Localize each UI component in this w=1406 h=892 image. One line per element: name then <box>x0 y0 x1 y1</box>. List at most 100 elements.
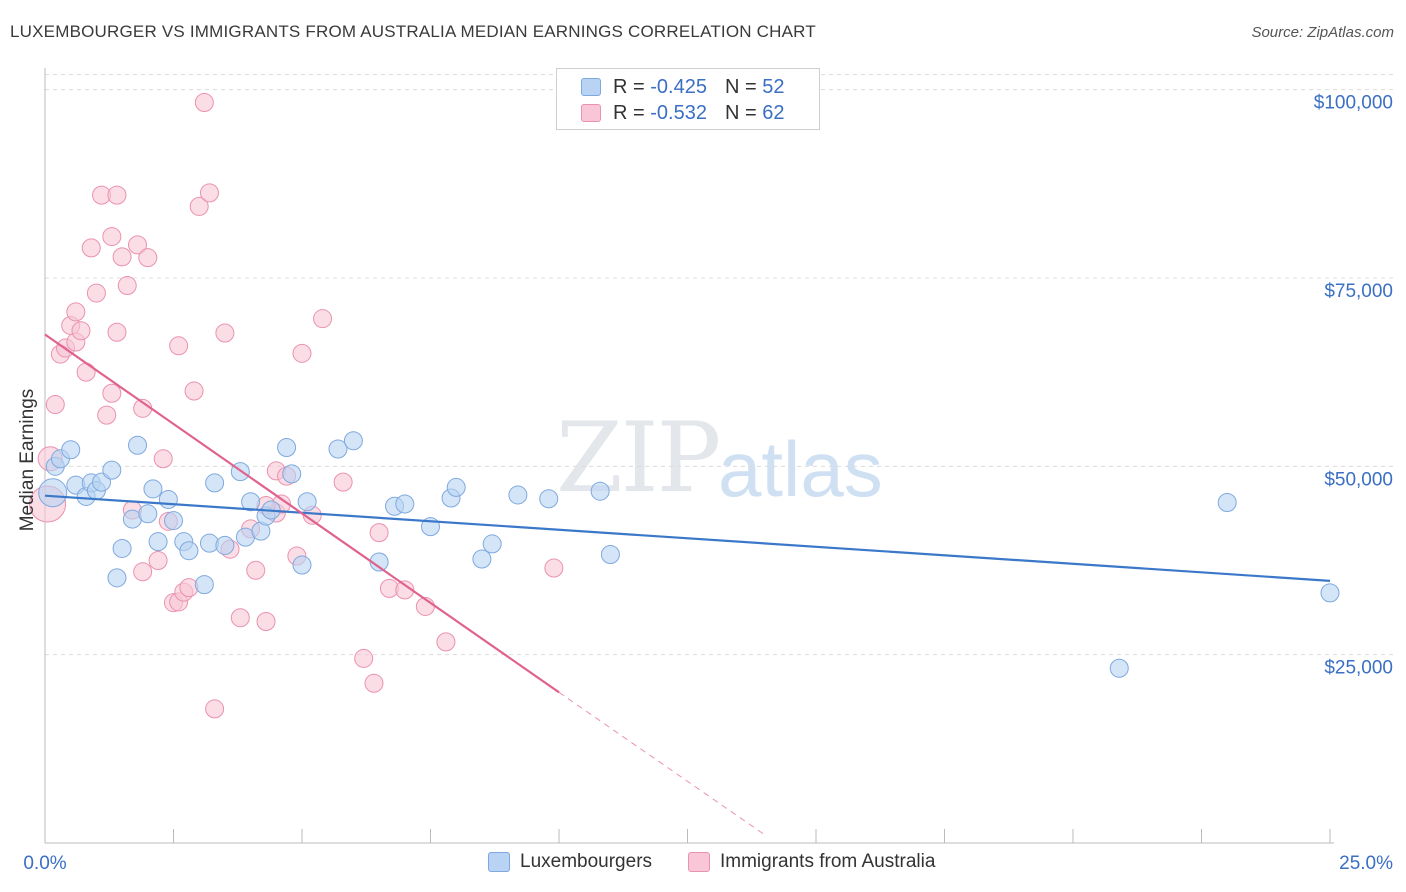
australia-point <box>205 699 225 719</box>
australia-point <box>148 551 168 570</box>
legend-n-value: 62 <box>762 101 785 124</box>
y-axis-title: Median Earnings <box>17 389 38 532</box>
luxembourger-point <box>241 492 261 512</box>
chart-title: LUXEMBOURGER VS IMMIGRANTS FROM AUSTRALI… <box>10 22 816 41</box>
legend-swatch-blue <box>581 78 601 96</box>
luxembourger-point <box>102 460 122 480</box>
australia-point <box>179 578 199 598</box>
luxembourger-point <box>446 477 466 497</box>
luxembourger-point <box>158 489 178 509</box>
australia-point <box>107 322 127 342</box>
bottom-legend-swatch-pink <box>688 852 710 872</box>
australia-point <box>133 562 153 582</box>
luxembourger-point <box>164 511 183 531</box>
luxembourger-point <box>590 481 610 501</box>
luxembourger-point <box>600 544 620 564</box>
australia-point <box>292 343 312 363</box>
australia-point <box>436 632 456 652</box>
y-tick-label: $25,000 <box>1324 658 1393 679</box>
australia-point <box>97 405 117 425</box>
australia-trend-line <box>44 333 560 694</box>
luxembourger-point <box>215 535 235 555</box>
axes <box>44 68 1334 844</box>
y-tick-label: $75,000 <box>1324 281 1393 302</box>
luxembourger-point <box>297 492 317 512</box>
australia-point <box>194 92 214 112</box>
australia-point <box>199 183 219 203</box>
legend-n-value: 52 <box>762 75 785 98</box>
legend-r-value: -0.532 <box>650 101 707 124</box>
australia-point <box>246 560 266 580</box>
australia-point <box>71 321 91 341</box>
australia-point <box>256 612 276 632</box>
legend-r-value: -0.425 <box>650 75 707 98</box>
luxembourger-point <box>205 473 225 493</box>
legend-row-luxembourgers: R = -0.425 N = 52 <box>581 74 784 100</box>
luxembourger-point <box>128 435 148 455</box>
luxembourger-point <box>482 534 502 554</box>
bottom-legend-label: Luxembourgers <box>520 851 653 872</box>
australia-point <box>215 323 235 343</box>
luxembourger-point <box>343 431 363 451</box>
australia-point <box>81 238 101 258</box>
luxembourger-point <box>107 568 127 588</box>
luxembourger-point <box>112 538 132 558</box>
luxembourger-point <box>61 440 81 460</box>
y-tick-label: $100,000 <box>1314 93 1393 114</box>
australia-trend-extension <box>558 691 765 836</box>
legend-r-label: R = <box>613 101 645 124</box>
australia-point <box>128 235 148 255</box>
luxembourger-point <box>1217 492 1237 512</box>
luxembourger-point <box>194 575 214 595</box>
luxembourger-point <box>143 479 163 499</box>
luxembourger-point <box>472 549 492 569</box>
legend-n-label: N = <box>724 101 757 124</box>
australia-point <box>544 558 564 578</box>
australia-point <box>354 648 374 668</box>
stats-legend: R = -0.425 N = 52 R = -0.532 N = 62 <box>556 68 820 130</box>
australia-point <box>364 673 384 693</box>
luxembourger-point <box>179 541 199 561</box>
luxembourger-point <box>148 532 168 552</box>
legend-n-label: N = <box>724 75 757 98</box>
luxembourger-point <box>539 489 559 509</box>
legend-row-australia: R = -0.532 N = 62 <box>581 100 784 126</box>
australia-point <box>102 227 122 247</box>
y-tick-label: $50,000 <box>1324 469 1393 490</box>
luxembourger-point <box>38 478 68 508</box>
luxembourger-point <box>292 555 312 575</box>
luxembourger-point <box>277 438 297 457</box>
australia-point <box>138 248 158 268</box>
australia-point <box>76 362 96 382</box>
luxembourger-point <box>1109 658 1129 678</box>
australia-point <box>395 580 415 600</box>
bottom-legend-luxembourgers: Luxembourgers <box>488 851 652 873</box>
luxembourger-trend-line <box>44 494 1331 582</box>
australia-point <box>169 336 189 356</box>
luxembourger-point <box>328 439 348 459</box>
australia-point <box>45 395 65 415</box>
luxembourger-point <box>282 464 302 484</box>
luxembourger-point <box>395 494 415 514</box>
australia-point <box>333 472 353 492</box>
australia-point <box>189 196 209 216</box>
luxembourger-point <box>508 485 528 505</box>
axis-labels: $25,000 $50,000 $75,000 $100,000 0.0% 25.0% Me… <box>17 93 1393 874</box>
luxembourger-point <box>92 472 112 492</box>
australia-points <box>29 92 564 719</box>
luxembourger-point <box>138 504 158 524</box>
australia-point <box>86 283 106 303</box>
bottom-legend-australia: Immigrants from Australia <box>688 851 935 873</box>
australia-point <box>313 309 333 329</box>
australia-point <box>184 381 204 401</box>
x-tick-label: 0.0% <box>23 853 66 874</box>
legend-swatch-pink <box>581 104 601 122</box>
watermark-atlas: atlas <box>718 425 883 513</box>
australia-point <box>369 523 389 543</box>
luxembourger-point <box>1320 583 1340 603</box>
australia-point <box>107 185 127 205</box>
australia-point <box>230 608 250 628</box>
watermark-zip: ZIP <box>556 402 721 514</box>
trend-lines <box>44 333 1331 836</box>
